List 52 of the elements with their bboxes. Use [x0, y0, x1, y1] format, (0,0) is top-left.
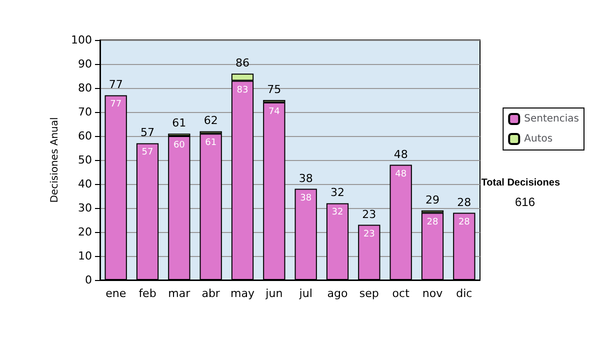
total-label: 75 [267, 83, 282, 96]
x-tick-label: nov [422, 287, 444, 300]
x-tick-label: may [230, 287, 255, 300]
x-tick-label: sep [359, 287, 379, 300]
data-label: 48 [395, 169, 407, 180]
x-tick-label: jun [264, 287, 283, 300]
data-label: 28 [426, 217, 438, 228]
total-label: 61 [172, 116, 186, 130]
y-tick-label: 100 [71, 34, 92, 46]
y-tick-label: 60 [78, 130, 92, 142]
y-tick-label: 30 [78, 202, 92, 214]
total-label: 23 [362, 208, 376, 221]
x-tick-label: ene [106, 287, 126, 300]
total-label: 29 [426, 193, 440, 206]
y-tick-label: 90 [78, 58, 92, 70]
data-label: 74 [268, 106, 280, 117]
x-tick-label: ago [327, 287, 348, 300]
x-tick-label: abr [202, 287, 220, 300]
total-label: 62 [204, 114, 218, 128]
data-label: 77 [110, 100, 122, 110]
y-tick-label: 0 [85, 274, 92, 286]
y-tick-label: 20 [78, 226, 92, 238]
x-tick-label: feb [138, 287, 156, 300]
data-label: 83 [236, 85, 248, 96]
data-label: 32 [332, 208, 344, 218]
x-tick-label: mar [168, 287, 191, 300]
data-label: 61 [205, 138, 217, 148]
data-label: 57 [142, 148, 154, 158]
text: 616 [514, 195, 536, 209]
y-tick-label: 50 [78, 154, 92, 166]
total-label: 57 [140, 126, 154, 140]
x-tick-label: jul [298, 287, 312, 300]
x-tick-label: oct [392, 287, 410, 300]
text: Total Decisiones [481, 178, 560, 188]
y-axis-title: Decisiones Anual [50, 117, 61, 203]
data-label: 23 [363, 229, 375, 240]
total-label: 48 [394, 148, 408, 161]
legend-label: Autos [524, 134, 553, 144]
y-tick-label: 70 [78, 106, 92, 118]
total-label: 86 [236, 56, 250, 70]
data-label: 28 [458, 217, 470, 228]
data-label: 60 [173, 140, 186, 150]
y-tick-label: 10 [78, 250, 92, 262]
legend-label: Sentencias [524, 114, 580, 124]
total-label: 32 [330, 186, 344, 200]
total-label: 38 [298, 172, 313, 185]
x-tick-label: dic [456, 287, 472, 300]
y-tick-label: 40 [78, 178, 92, 190]
total-label: 28 [457, 196, 472, 209]
y-tick-label: 80 [78, 82, 92, 94]
total-label: 77 [108, 78, 123, 92]
data-label: 38 [300, 193, 312, 204]
